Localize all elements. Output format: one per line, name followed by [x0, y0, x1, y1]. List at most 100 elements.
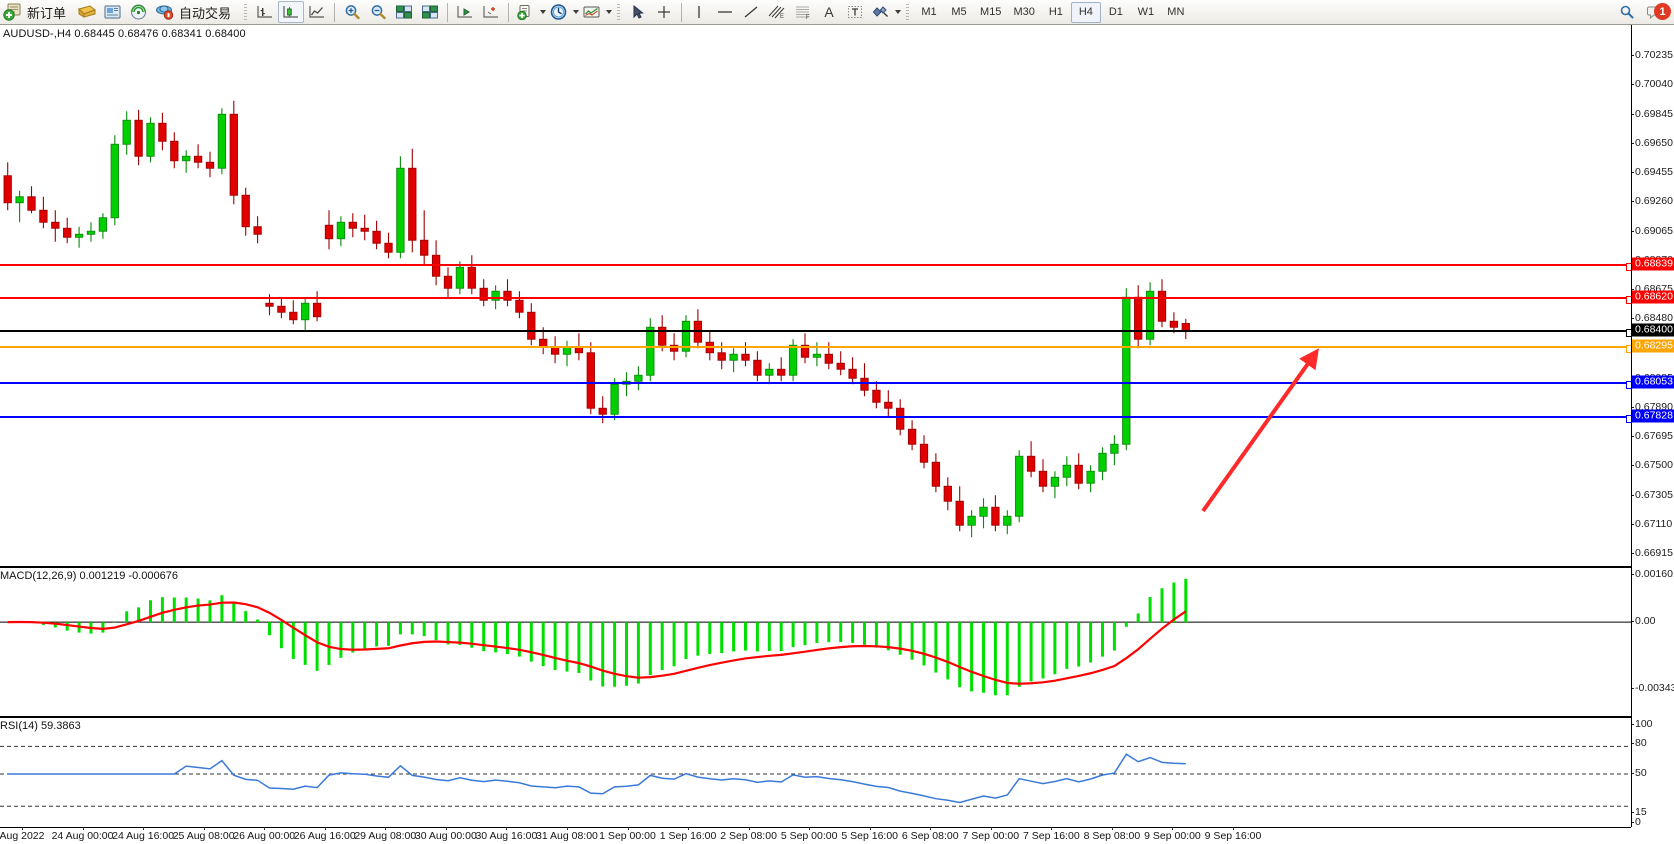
- time-tick-mark: [445, 827, 447, 830]
- add-indicator-icon[interactable]: [513, 1, 539, 23]
- chart-area[interactable]: AUDUSD-,H4 0.68445 0.68476 0.68341 0.684…: [0, 25, 1674, 844]
- crosshair-icon[interactable]: [651, 1, 677, 23]
- price-line-support-upper[interactable]: [0, 381, 1634, 390]
- auto-trading-label[interactable]: 自动交易: [179, 5, 232, 21]
- timeframe-button-m1[interactable]: M1: [921, 6, 937, 18]
- wallet-icon[interactable]: [74, 1, 100, 23]
- timeframe-button-h1[interactable]: H1: [1048, 6, 1063, 18]
- rsi-pane[interactable]: RSI(14) 59.3863: [0, 716, 1631, 826]
- line-chart-icon[interactable]: [304, 1, 330, 23]
- notifications-icon[interactable]: 1: [1640, 1, 1674, 23]
- time-tick: 26 Aug 16:00: [293, 830, 356, 842]
- time-tick-mark: [748, 827, 750, 830]
- time-tick: 30 Aug 16:00: [475, 830, 538, 842]
- timeframe-button-w1[interactable]: W1: [1137, 6, 1155, 18]
- rsi-tick: 50: [1632, 767, 1647, 779]
- search-icon[interactable]: [1614, 1, 1640, 23]
- add-indicator-dropdown-caret[interactable]: [540, 10, 547, 14]
- trendline-icon[interactable]: [738, 1, 764, 23]
- period-icon[interactable]: [546, 1, 572, 23]
- time-tick: 1 Sep 16:00: [659, 830, 717, 842]
- time-tick: 7 Sep 16:00: [1023, 830, 1080, 842]
- zoom-out-icon[interactable]: [365, 1, 391, 23]
- macd-tick: 0.001601: [1632, 568, 1674, 580]
- objects-dropdown-caret[interactable]: [895, 10, 902, 14]
- timeframe-button-d1[interactable]: D1: [1108, 6, 1123, 18]
- bar-chart-icon[interactable]: [252, 1, 278, 23]
- candlestick-series: [3, 100, 1190, 538]
- text-icon[interactable]: A: [824, 4, 834, 20]
- price-label-current-price[interactable]: 0.68400: [1632, 323, 1674, 337]
- shift-end-icon[interactable]: [478, 1, 504, 23]
- time-tick: Aug 2022: [0, 830, 45, 842]
- timeframe-button-mn[interactable]: MN: [1167, 6, 1185, 18]
- text-label-icon[interactable]: [842, 1, 868, 23]
- new-order-label[interactable]: 新订单: [27, 5, 67, 21]
- toolbar-grip[interactable]: [242, 2, 250, 22]
- time-tick-mark: [566, 827, 568, 830]
- data-window-icon[interactable]: [417, 1, 443, 23]
- timeframe-button-m30[interactable]: M30: [1013, 6, 1035, 18]
- timeframe-group: M1 M5 M15 M30 H1 H4 D1 W1 MN: [914, 1, 1191, 23]
- price-line-support-lower[interactable]: [0, 415, 1634, 424]
- fibonacci-icon[interactable]: F: [790, 1, 816, 23]
- time-tick: 1 Sep 00:00: [599, 830, 656, 842]
- templates-icon[interactable]: [579, 1, 605, 23]
- tile-windows-icon[interactable]: [391, 1, 417, 23]
- zoom-in-icon[interactable]: [339, 1, 365, 23]
- svg-text:E: E: [780, 14, 784, 20]
- toolbar-grip-3[interactable]: [904, 2, 912, 22]
- hline-icon[interactable]: [712, 1, 738, 23]
- price-label-pivot[interactable]: 0.68295: [1632, 339, 1674, 353]
- candlestick-chart-icon[interactable]: [278, 1, 305, 23]
- macd-pane[interactable]: MACD(12,26,9) 0.001219 -0.000676: [0, 566, 1631, 714]
- price-pane[interactable]: AUDUSD-,H4 0.68445 0.68476 0.68341 0.684…: [0, 25, 1634, 565]
- time-tick: 25 Aug 08:00: [172, 830, 235, 842]
- time-tick-mark: [1051, 827, 1053, 830]
- price-line-pivot[interactable]: [0, 345, 1634, 353]
- timeframe-button-m5[interactable]: M5: [951, 6, 967, 18]
- toolbar-separator-2: [447, 2, 449, 22]
- equidistant-channel-icon[interactable]: E: [764, 1, 790, 23]
- price-line-resistance-lower[interactable]: [0, 296, 1634, 305]
- price-label-support-lower[interactable]: 0.67828: [1632, 409, 1674, 423]
- time-tick-mark: [1111, 827, 1113, 830]
- time-tick-mark: [143, 827, 145, 830]
- period-dropdown-caret[interactable]: [573, 10, 580, 14]
- rsi-tick: 0: [1632, 816, 1641, 828]
- notification-badge: 1: [1654, 3, 1671, 20]
- price-label-resistance-lower[interactable]: 0.68620: [1632, 290, 1674, 304]
- price-tick: 0.68480: [1632, 312, 1673, 325]
- objects-icon[interactable]: [868, 1, 894, 23]
- price-tick: 0.66915: [1632, 547, 1673, 559]
- price-axis[interactable]: 0.70235 0.70040 0.69845 0.69650 0.69455 0.692…: [1631, 25, 1674, 828]
- time-tick-mark: [869, 827, 871, 830]
- price-label-resistance-upper[interactable]: 0.68839: [1632, 257, 1674, 271]
- new-order-icon[interactable]: [0, 1, 26, 23]
- toolbar-grip-2[interactable]: [615, 2, 623, 22]
- time-tick: 29 Aug 08:00: [354, 830, 417, 842]
- timeframe-button-m15[interactable]: M15: [980, 6, 1002, 18]
- price-tick: 0.70235: [1632, 49, 1673, 61]
- shift-start-icon[interactable]: [452, 1, 478, 23]
- auto-trading-icon[interactable]: [152, 1, 178, 23]
- symbol-ohlc-label: AUDUSD-,H4 0.68445 0.68476 0.68341 0.684…: [3, 28, 246, 40]
- price-line-resistance-upper[interactable]: [0, 263, 1634, 272]
- timeframe-button-h4[interactable]: H4: [1070, 1, 1101, 23]
- price-line-current-price[interactable]: [0, 329, 1634, 338]
- price-tick: 0.67110: [1631, 517, 1673, 530]
- price-tick: 0.70040: [1632, 78, 1673, 91]
- macd-tick: 0.00: [1631, 615, 1656, 627]
- news-icon[interactable]: [100, 1, 126, 23]
- cursor-icon[interactable]: [625, 1, 651, 23]
- macd-label: MACD(12,26,9) 0.001219 -0.000676: [0, 570, 178, 582]
- price-label-support-upper[interactable]: 0.68053: [1632, 375, 1674, 389]
- signal-icon[interactable]: [126, 1, 152, 23]
- price-tick: 0.67500: [1632, 459, 1673, 472]
- time-tick: 8 Sep 08:00: [1083, 830, 1141, 842]
- rsi-label: RSI(14) 59.3863: [0, 720, 81, 732]
- vline-icon[interactable]: [686, 1, 712, 23]
- templates-dropdown-caret[interactable]: [606, 10, 613, 14]
- toolbar-separator-4: [681, 2, 683, 22]
